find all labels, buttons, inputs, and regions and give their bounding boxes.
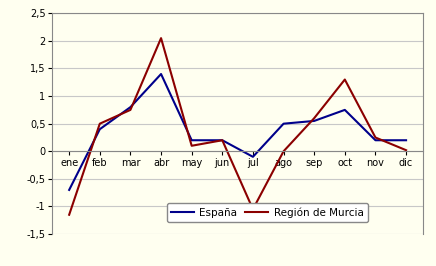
España bbox=[281, 122, 286, 125]
Región de Murcia bbox=[342, 78, 347, 81]
España bbox=[342, 108, 347, 111]
España bbox=[189, 139, 194, 142]
Región de Murcia bbox=[250, 208, 255, 211]
Región de Murcia bbox=[373, 136, 378, 139]
España bbox=[312, 119, 317, 123]
Región de Murcia bbox=[220, 139, 225, 142]
Región de Murcia bbox=[97, 122, 102, 125]
España bbox=[128, 106, 133, 109]
España bbox=[403, 139, 409, 142]
Región de Murcia bbox=[158, 36, 164, 40]
España bbox=[250, 155, 255, 158]
España bbox=[220, 139, 225, 142]
Región de Murcia bbox=[281, 150, 286, 153]
Legend: España, Región de Murcia: España, Región de Murcia bbox=[167, 203, 368, 222]
Región de Murcia bbox=[403, 149, 409, 152]
Line: Región de Murcia: Región de Murcia bbox=[69, 38, 406, 215]
Región de Murcia bbox=[312, 117, 317, 120]
Line: España: España bbox=[69, 74, 406, 190]
Región de Murcia bbox=[189, 144, 194, 147]
Región de Murcia bbox=[128, 108, 133, 111]
España bbox=[97, 128, 102, 131]
España bbox=[373, 139, 378, 142]
España bbox=[158, 72, 164, 76]
España bbox=[67, 188, 72, 192]
Región de Murcia bbox=[67, 213, 72, 216]
